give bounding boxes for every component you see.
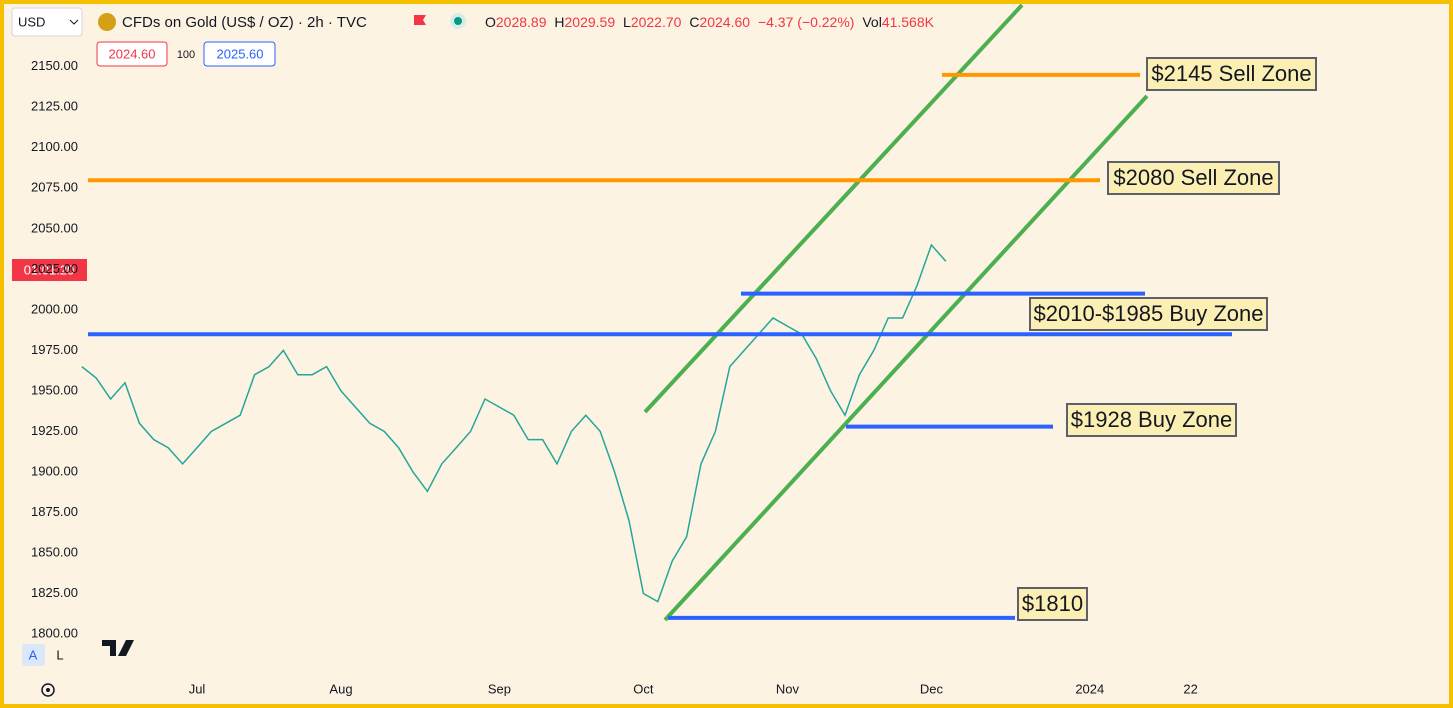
y-tick-label: 2100.00 xyxy=(31,139,78,154)
y-tick-label: 1900.00 xyxy=(31,463,78,478)
bid: 2024.60 xyxy=(109,46,156,61)
zone-label-box xyxy=(1017,587,1088,621)
l-value: 2022.70 xyxy=(631,14,682,30)
zone-label-box xyxy=(1107,161,1280,195)
ohlc: O2028.89 H2029.59 L2022.70 C2024.60 −4.3… xyxy=(485,14,935,30)
c-label: C xyxy=(689,14,699,30)
currency: USD xyxy=(18,14,45,29)
y-tick-label: 2075.00 xyxy=(31,180,78,195)
y-tick-label: 2125.00 xyxy=(31,99,78,114)
zone-label: $1928 Buy Zone xyxy=(1071,407,1232,432)
auto-scale: A xyxy=(29,647,38,662)
gold-icon xyxy=(98,13,116,31)
x-tick-label: Jul xyxy=(189,681,206,696)
x-tick-label: Aug xyxy=(329,681,352,696)
zone-label-box xyxy=(1029,297,1268,331)
countdown: 01:01:20 xyxy=(24,262,75,277)
change: −4.37 (−0.22%) xyxy=(758,14,855,30)
y-tick-label: 1950.00 xyxy=(31,382,78,397)
currency-select[interactable] xyxy=(11,7,83,37)
vol-label: Vol xyxy=(862,14,881,30)
bid-box[interactable] xyxy=(96,41,168,67)
y-tick-label: 1850.00 xyxy=(31,544,78,559)
chevron xyxy=(69,19,79,25)
y-tick-label: 1875.00 xyxy=(31,504,78,519)
y-tick-label: 1825.00 xyxy=(31,585,78,600)
auto-scale-button[interactable] xyxy=(22,644,45,666)
y-tick-label: 1800.00 xyxy=(31,626,78,641)
settings-center xyxy=(46,688,50,692)
settings-icon[interactable] xyxy=(41,683,55,697)
l-label: L xyxy=(623,14,631,30)
o-value: 2028.89 xyxy=(496,14,547,30)
c-value: 2024.60 xyxy=(699,14,750,30)
channel-upper[interactable] xyxy=(643,3,1024,414)
ask-box[interactable] xyxy=(203,41,276,67)
zone-label-box xyxy=(1146,57,1317,91)
o-label: O xyxy=(485,14,496,30)
y-tick-label: 2025.00 xyxy=(31,261,78,276)
x-tick-label: Oct xyxy=(633,681,654,696)
x-tick-label: 22 xyxy=(1183,681,1197,696)
log-scale[interactable]: L xyxy=(56,647,63,662)
x-tick-label: Nov xyxy=(776,681,800,696)
zone-label: $2080 Sell Zone xyxy=(1113,165,1273,190)
y-tick-label: 1975.00 xyxy=(31,342,78,357)
status-dot xyxy=(454,17,462,25)
ask: 2025.60 xyxy=(217,46,264,61)
channel-lower[interactable] xyxy=(663,94,1149,622)
y-tick-label: 2000.00 xyxy=(31,301,78,316)
x-tick-label: 2024 xyxy=(1075,681,1104,696)
zone-label: $1810 xyxy=(1022,591,1083,616)
x-tick-label: Sep xyxy=(488,681,511,696)
x-tick-label: Dec xyxy=(920,681,944,696)
countdown-box xyxy=(12,259,87,281)
symbol-title: CFDs on Gold (US$ / OZ) · 2h · TVC xyxy=(122,14,367,31)
y-tick-label: 2150.00 xyxy=(31,58,78,73)
y-tick-label: 2050.00 xyxy=(31,220,78,235)
zone-label: $2010-$1985 Buy Zone xyxy=(1034,301,1264,326)
zone-label: $2145 Sell Zone xyxy=(1151,61,1311,86)
zone-label-box xyxy=(1066,403,1237,437)
y-tick-label: 1925.00 xyxy=(31,423,78,438)
flag-icon[interactable] xyxy=(414,15,426,25)
spread: 100 xyxy=(177,49,195,61)
vol-value: 41.568K xyxy=(882,14,935,30)
h-label: H xyxy=(554,14,564,30)
tv-logo xyxy=(102,640,134,656)
h-value: 2029.59 xyxy=(565,14,616,30)
